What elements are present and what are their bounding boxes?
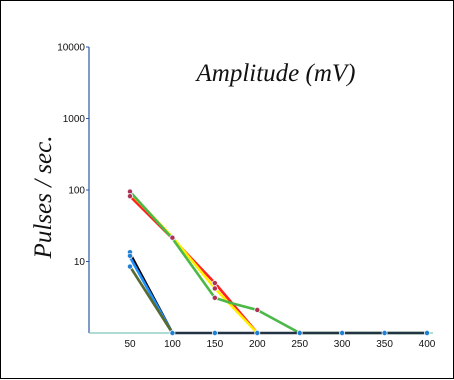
x-tick-label: 200: [249, 339, 266, 350]
data-point: [423, 329, 430, 336]
x-tick-label: 350: [376, 339, 393, 350]
x-tick-label: 150: [207, 339, 224, 350]
data-point: [169, 234, 176, 241]
data-point: [211, 329, 218, 336]
labels: 10 100 1000 10000 50 100 150 200 250 300 350 400 Amp…: [30, 43, 436, 351]
y-tick-label: 10: [74, 257, 86, 268]
data-point: [381, 329, 388, 336]
data-point: [339, 329, 346, 336]
chart-title: Amplitude (mV): [195, 60, 356, 87]
series-layer: [128, 190, 429, 335]
data-point: [254, 329, 261, 336]
marker-layer: [127, 188, 430, 336]
x-tick-label: 300: [334, 339, 351, 350]
data-point: [211, 294, 218, 301]
data-point: [211, 280, 218, 287]
y-tick-label: 10000: [57, 43, 85, 54]
data-point: [127, 252, 134, 259]
x-tick-label: 250: [291, 339, 308, 350]
y-axis-label: Pulses / sec.: [30, 136, 57, 260]
x-tick-label: 400: [419, 339, 436, 350]
x-tick-label: 100: [164, 339, 181, 350]
series-line-3: [128, 190, 429, 335]
data-point: [127, 263, 134, 270]
data-point: [254, 306, 261, 313]
data-point: [169, 329, 176, 336]
data-point: [127, 193, 134, 200]
y-tick-label: 100: [68, 186, 85, 197]
data-point: [211, 285, 218, 292]
data-point: [296, 329, 303, 336]
x-tick-label: 50: [124, 339, 136, 350]
series-line-6: [128, 265, 174, 335]
y-tick-label: 1000: [63, 114, 86, 125]
axes: [86, 46, 433, 334]
